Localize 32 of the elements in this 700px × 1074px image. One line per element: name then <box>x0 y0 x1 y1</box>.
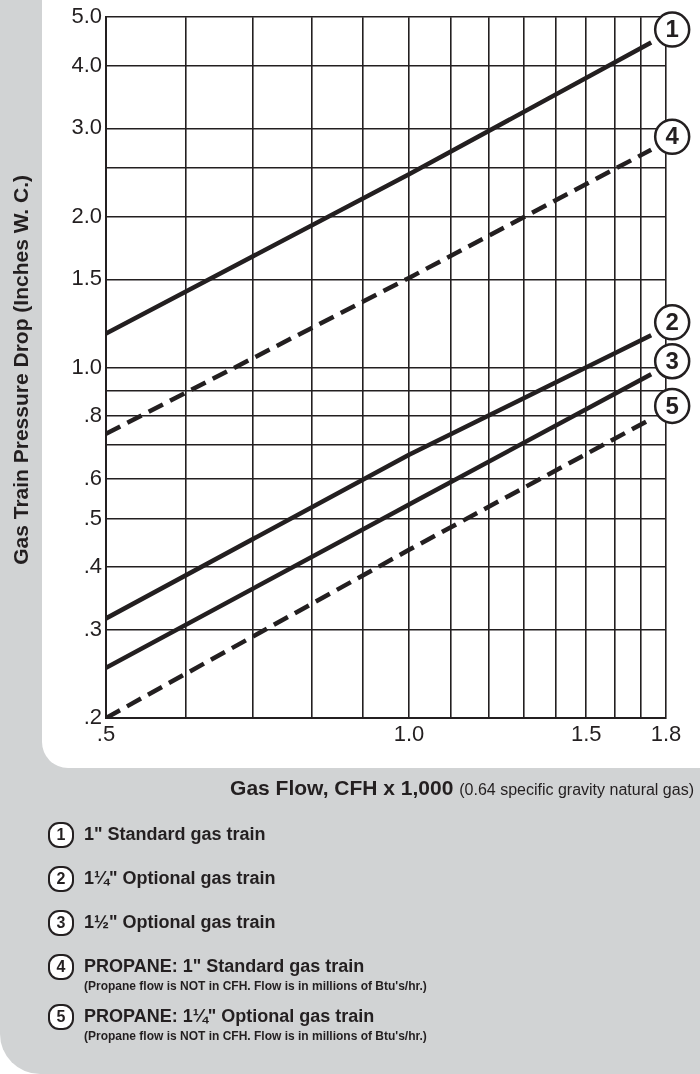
x-axis-title: Gas Flow, CFH x 1,000 (0.64 specific gravity natural gas) <box>230 776 694 799</box>
text: 1½" Optional gas train <box>84 911 276 934</box>
text: 3 <box>56 914 66 931</box>
y-tick-label: .3 <box>83 615 102 641</box>
y-tick-label: .2 <box>83 704 102 730</box>
y-axis-title: Gas Train Pressure Drop (Inches W. C.) <box>9 175 33 565</box>
y-tick-label: .8 <box>83 402 102 428</box>
series-label: 1 <box>665 15 679 43</box>
text: 1¼" Optional gas train <box>84 867 276 890</box>
text: 1" Standard gas train <box>84 823 266 846</box>
text: 4 <box>56 958 66 975</box>
y-tick-label: .6 <box>83 464 102 490</box>
text: PROPANE: 1" Standard gas train (Propane flow is NOT in CFH. Flow is in millions of Btu's/hr.) <box>84 955 427 994</box>
x-tick-label: 1.5 <box>571 721 602 747</box>
text: 5 <box>56 1008 66 1025</box>
x-tick-label: 1.8 <box>650 721 682 747</box>
text: 2 <box>56 870 66 887</box>
y-tick-label: 2.0 <box>71 202 102 228</box>
y-tick-label: .5 <box>83 504 102 530</box>
y-tick-label: 4.0 <box>71 51 102 77</box>
legend-label: 5 <box>665 391 679 419</box>
y-tick-label: 3.0 <box>71 114 102 140</box>
text: 1 <box>56 826 66 843</box>
y-tick-label: 5.0 <box>71 3 102 29</box>
x-tick-label: 1.0 <box>393 721 425 747</box>
y-tick-label: 1.5 <box>71 265 102 291</box>
series-label: 4 <box>665 122 680 150</box>
y-tick-label: 1.0 <box>71 353 102 379</box>
series-label: 2 <box>665 307 679 335</box>
y-tick-label: .4 <box>83 553 102 579</box>
legend-label: 3 <box>665 346 679 374</box>
text: PROPANE: 1¼" Optional gas train (Propane flow is NOT in CFH. Flow is in millions of Btu's/hr.) <box>84 1005 427 1044</box>
